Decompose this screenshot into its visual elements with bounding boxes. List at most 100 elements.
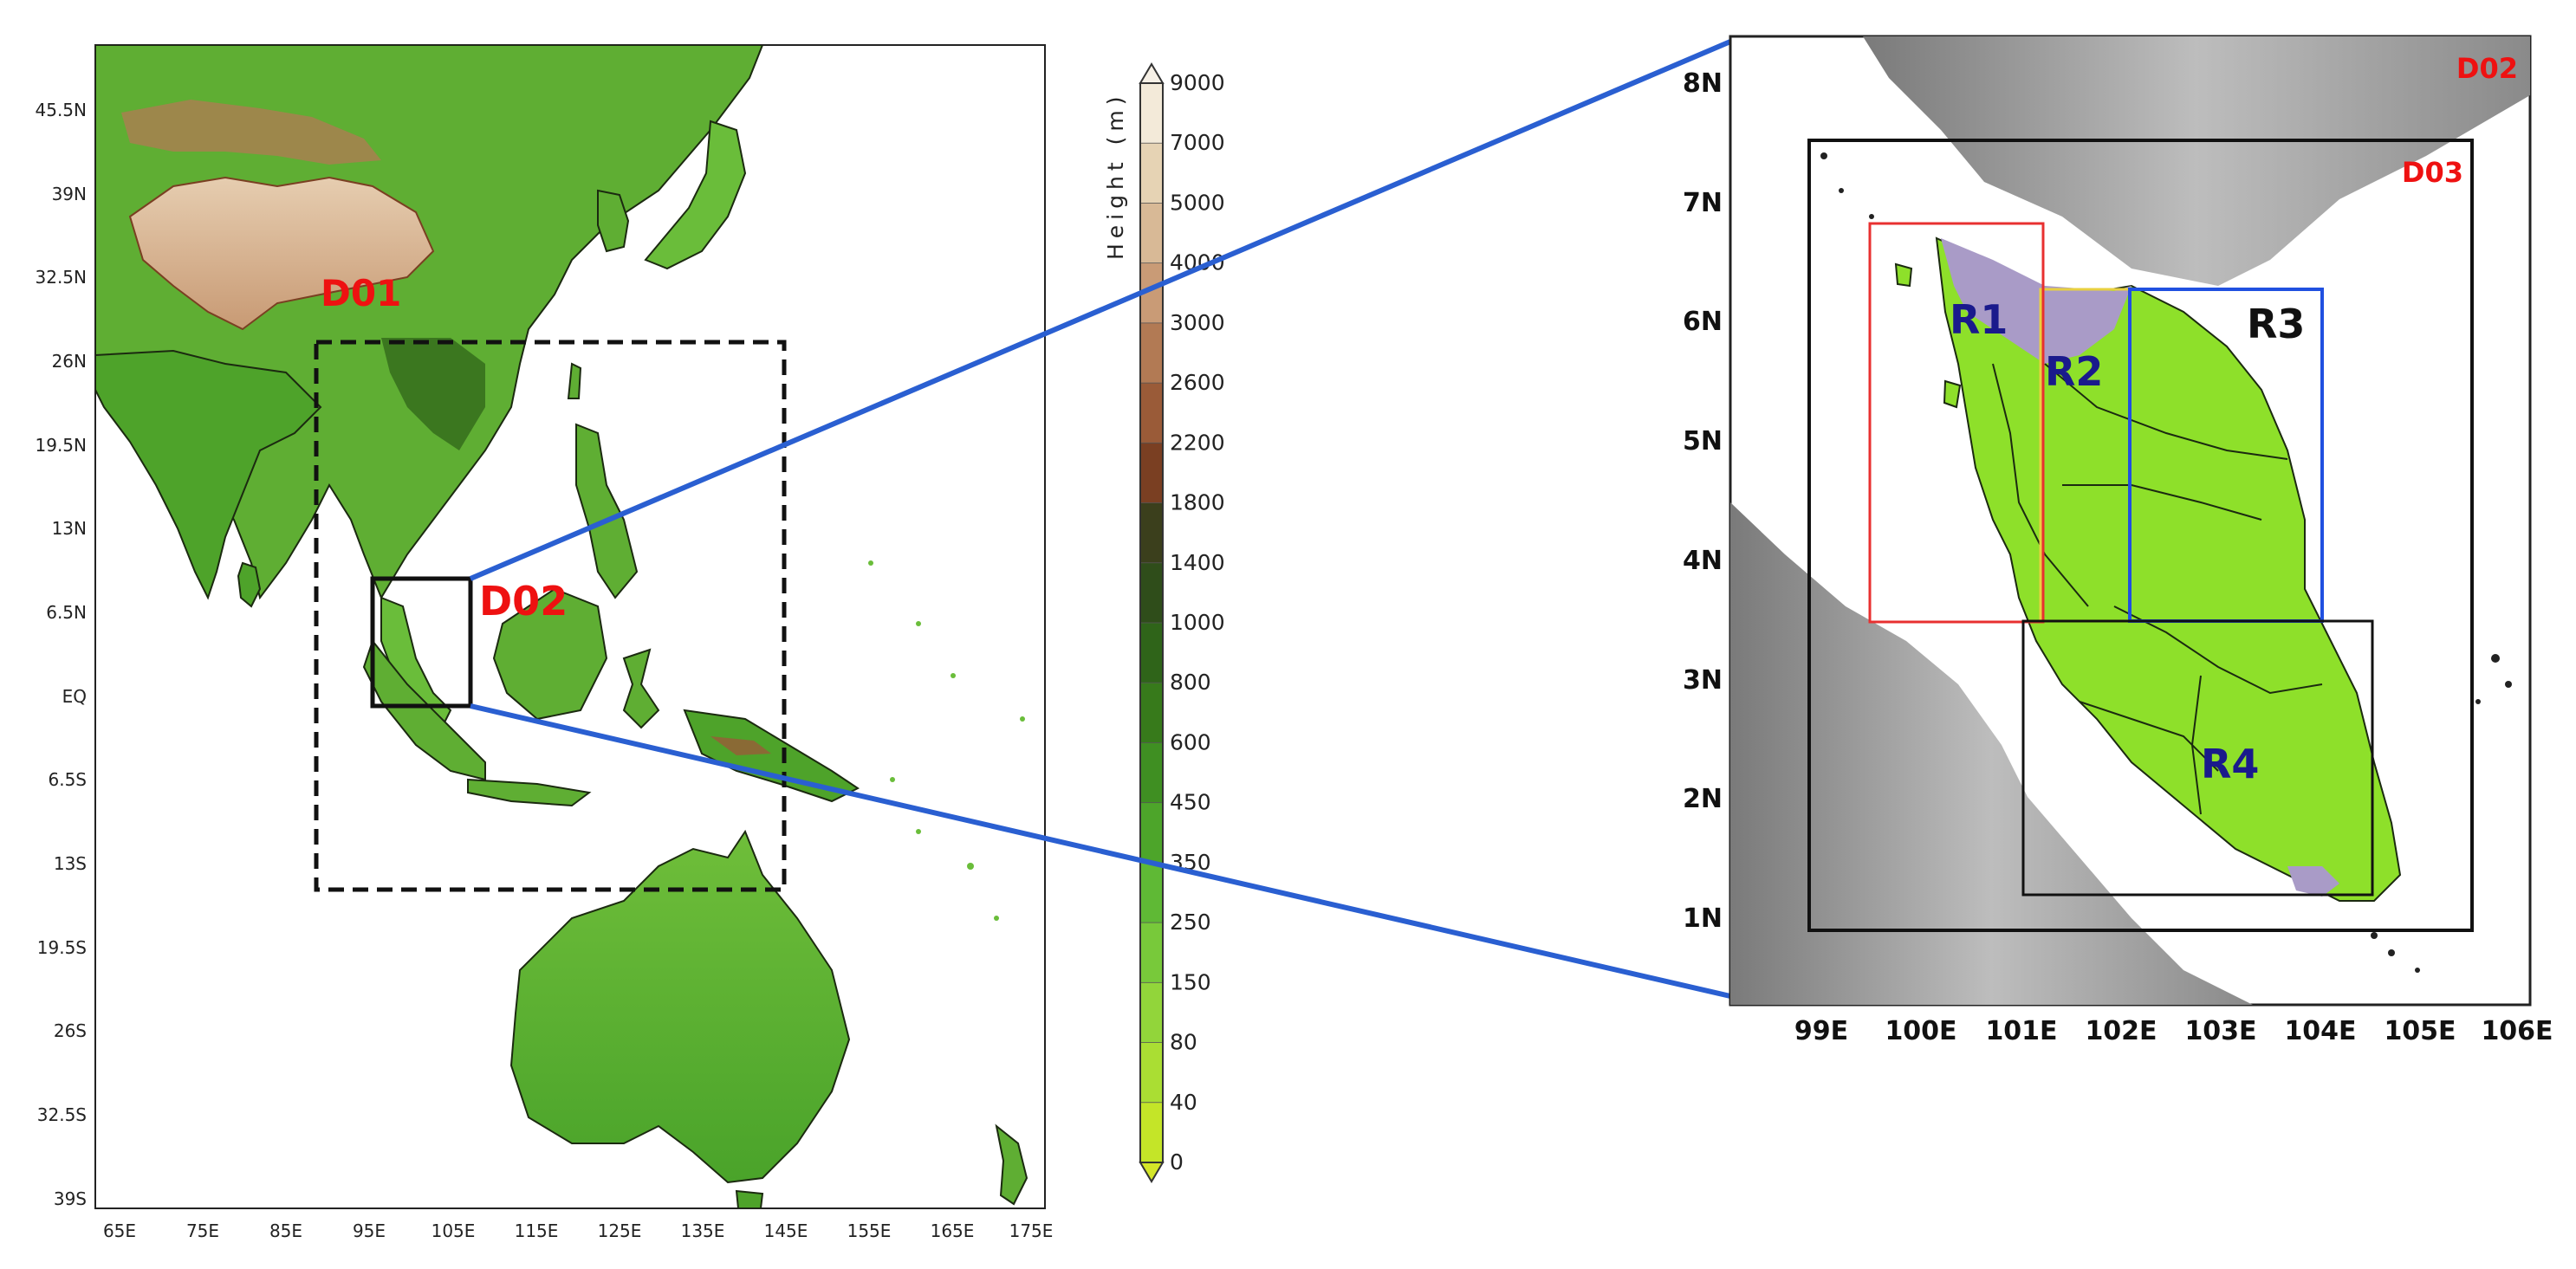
colorbar-tick-label: 1800: [1170, 490, 1225, 515]
indian-subcontinent: [95, 349, 322, 600]
tibetan-plateau: [128, 176, 435, 331]
colorbar-segment: [1139, 742, 1164, 804]
singapore-area: [2287, 866, 2339, 897]
tasmania: [735, 1189, 764, 1208]
colorbar-segment: [1139, 981, 1164, 1044]
korea: [597, 189, 630, 253]
lat-label: EQ: [62, 686, 87, 707]
lat-label: 2N: [1683, 784, 1723, 814]
northern-highland: [121, 100, 381, 165]
r3-label: R3: [2247, 301, 2305, 347]
r2-label: R2: [2045, 348, 2103, 395]
d03-small-box: [370, 576, 473, 709]
colorbar-tick-label: 250: [1170, 910, 1211, 935]
lat-label: 6N: [1683, 307, 1723, 337]
thai-border-area: [1941, 238, 2132, 364]
colorbar-tick-label: 80: [1170, 1030, 1197, 1055]
colorbar-tick-label: 600: [1170, 729, 1211, 754]
lon-label: 135E: [681, 1220, 725, 1241]
colorbar-tick-label: 1000: [1170, 610, 1225, 635]
lat-label: 32.5N: [36, 267, 88, 288]
colorbar: Height (m) 90007000500040003000260022001…: [1103, 62, 1225, 1183]
lat-label: 5N: [1683, 426, 1723, 456]
r4-box: [2021, 619, 2374, 897]
lat-label: 26S: [54, 1020, 87, 1041]
colorbar-labels: 9000700050004000300026002200180014001000…: [1170, 70, 1225, 1175]
left-lat-labels: 45.5N 39N 32.5N 26N 19.5N 13N 6.5N EQ 6.…: [36, 100, 88, 1209]
lon-label: 105E: [431, 1220, 476, 1241]
colorbar-tick-label: 5000: [1170, 190, 1225, 215]
colorbar-tick-label: 2200: [1170, 430, 1225, 455]
colorbar-segment: [1139, 802, 1164, 864]
colorbar-segment: [1139, 562, 1164, 624]
lon-label: 100E: [1885, 1016, 1956, 1046]
sri-lanka: [237, 561, 262, 608]
colorbar-tick-label: 40: [1170, 1090, 1197, 1115]
pacific-islands: [868, 560, 1025, 921]
island-dots: [1820, 152, 2512, 973]
d02-dashed-box: [314, 340, 787, 892]
colorbar-segment: [1139, 382, 1164, 444]
penang-langkawi: [1894, 262, 1962, 409]
colorbar-tick-label: 7000: [1170, 130, 1225, 155]
philippines: [575, 423, 639, 599]
lon-label: 75E: [186, 1220, 219, 1241]
lon-label: 106E: [2481, 1016, 2553, 1046]
lon-label: 65E: [103, 1220, 136, 1241]
colorbar-tick-label: 450: [1170, 790, 1211, 815]
d02-label-right: D02: [2456, 52, 2518, 85]
r4-label: R4: [2201, 741, 2259, 787]
colorbar-tick-label: 3000: [1170, 310, 1225, 335]
d02-label: D02: [479, 578, 568, 625]
colorbar-segment: [1139, 442, 1164, 504]
sulawesi: [622, 648, 660, 729]
lat-label: 8N: [1683, 68, 1723, 99]
d03-label-right: D03: [2402, 156, 2463, 189]
lon-label: 145E: [764, 1220, 808, 1241]
lon-label: 175E: [1009, 1220, 1054, 1241]
lat-label: 7N: [1683, 188, 1723, 218]
japan: [644, 120, 747, 270]
malay-peninsula-green: [1935, 236, 2402, 902]
lat-label: 45.5N: [36, 100, 88, 120]
lat-label: 32.5S: [37, 1104, 87, 1125]
d01-label: D01: [321, 272, 401, 314]
colorbar-segment: [1139, 622, 1164, 684]
colorbar-tick-label: 9000: [1170, 70, 1225, 95]
borneo: [492, 587, 608, 721]
r1-box: [1868, 222, 2045, 624]
right-lat-labels: 8N 7N 6N 5N 4N 3N 2N 1N: [1683, 68, 1723, 934]
java: [467, 778, 592, 807]
d03-box: [1807, 139, 2474, 932]
lon-label: 95E: [353, 1220, 386, 1241]
colorbar-tick-label: 1400: [1170, 550, 1225, 575]
australia: [509, 829, 851, 1184]
state-borders: [1992, 363, 2323, 815]
colorbar-segment: [1139, 1102, 1164, 1163]
lat-label: 26N: [52, 351, 87, 372]
colorbar-top-arrow: [1139, 62, 1165, 84]
colorbar-title: Height (m): [1103, 92, 1128, 260]
colorbar-segment: [1139, 1042, 1164, 1104]
lat-label: 19.5S: [37, 937, 87, 958]
connector-top: [469, 39, 1732, 581]
taiwan: [567, 362, 582, 399]
colorbar-tick-label: 800: [1170, 670, 1211, 695]
lon-label: 104E: [2284, 1016, 2356, 1046]
left-map: D01 D02 45.5N 39N 32.5N 26N 19.5N 13N 6.…: [36, 44, 1054, 1241]
colorbar-segment: [1139, 922, 1164, 984]
lat-label: 1N: [1683, 903, 1723, 934]
new-zealand: [995, 1123, 1028, 1206]
lat-label: 13N: [52, 518, 87, 539]
colorbar-frame: [1139, 82, 1164, 1163]
right-map-content: [1730, 36, 2530, 1005]
lon-label: 105E: [2384, 1016, 2456, 1046]
colorbar-segment: [1139, 142, 1164, 204]
lat-label: 39S: [54, 1188, 87, 1209]
colorbar-tick-label: 0: [1170, 1149, 1184, 1175]
malay-peninsula: [380, 596, 452, 729]
lat-label: 6.5S: [48, 769, 87, 790]
colorbar-segment: [1139, 322, 1164, 385]
indochina-highlands: [381, 338, 485, 450]
